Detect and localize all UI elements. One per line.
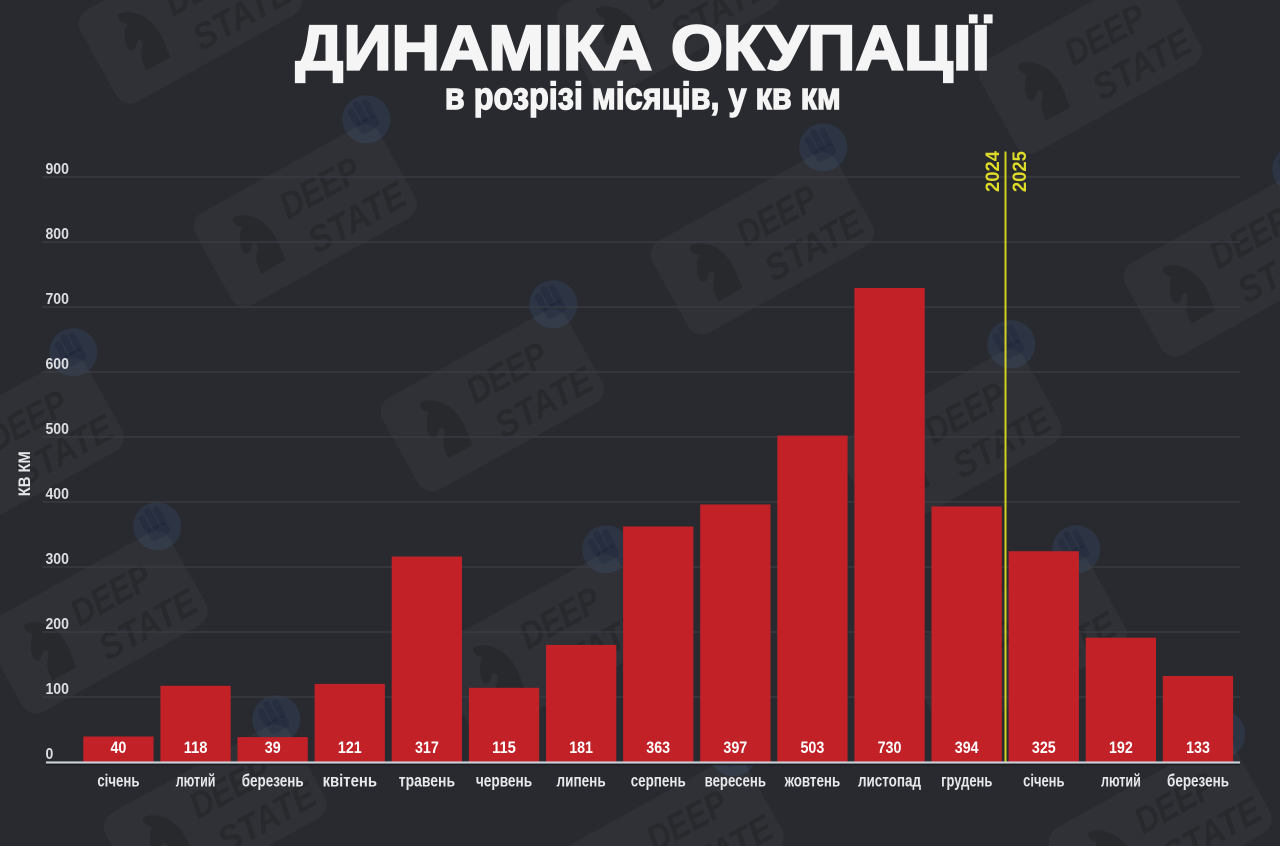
svg-text:503: 503 xyxy=(801,738,825,757)
svg-text:121: 121 xyxy=(338,738,362,757)
svg-text:325: 325 xyxy=(1032,738,1056,757)
svg-text:березень: березень xyxy=(1167,771,1229,791)
svg-text:квітень: квітень xyxy=(323,771,378,791)
svg-text:0: 0 xyxy=(46,746,54,763)
svg-text:397: 397 xyxy=(723,738,747,757)
svg-text:39: 39 xyxy=(265,738,281,757)
svg-text:грудень: грудень xyxy=(941,771,992,791)
svg-text:400: 400 xyxy=(46,486,69,503)
svg-text:березень: березень xyxy=(242,771,304,791)
svg-text:192: 192 xyxy=(1109,738,1133,757)
svg-text:500: 500 xyxy=(46,421,69,438)
svg-text:100: 100 xyxy=(46,681,69,698)
svg-text:листопад: листопад xyxy=(858,771,921,791)
svg-text:300: 300 xyxy=(46,551,69,568)
svg-text:червень: червень xyxy=(476,771,532,791)
svg-text:900: 900 xyxy=(46,161,69,178)
svg-text:181: 181 xyxy=(569,738,593,757)
svg-text:2024: 2024 xyxy=(983,151,1004,192)
svg-text:жовтень: жовтень xyxy=(784,771,841,791)
svg-text:317: 317 xyxy=(415,738,439,757)
svg-text:800: 800 xyxy=(46,226,69,243)
svg-text:травень: травень xyxy=(399,771,455,791)
svg-text:січень: січень xyxy=(97,771,139,791)
svg-text:в розрізі місяців, у кв км: в розрізі місяців, у кв км xyxy=(445,76,841,118)
svg-text:363: 363 xyxy=(646,738,670,757)
svg-text:лютий: лютий xyxy=(1101,771,1141,791)
svg-text:ДИНАМІКА ОКУПАЦІЇ: ДИНАМІКА ОКУПАЦІЇ xyxy=(296,14,992,84)
svg-text:2025: 2025 xyxy=(1010,151,1031,192)
svg-text:730: 730 xyxy=(878,738,902,757)
svg-text:вересень: вересень xyxy=(705,771,766,791)
svg-text:КВ КМ: КВ КМ xyxy=(15,451,34,496)
svg-text:40: 40 xyxy=(110,738,126,757)
svg-text:115: 115 xyxy=(492,738,516,757)
svg-text:394: 394 xyxy=(955,738,979,757)
svg-text:118: 118 xyxy=(184,738,208,757)
svg-text:700: 700 xyxy=(46,291,69,308)
svg-text:січень: січень xyxy=(1023,771,1064,791)
svg-text:600: 600 xyxy=(46,356,69,373)
svg-text:200: 200 xyxy=(46,616,69,633)
svg-text:133: 133 xyxy=(1186,738,1210,757)
svg-text:лютий: лютий xyxy=(176,771,216,791)
svg-text:серпень: серпень xyxy=(631,771,686,791)
svg-text:липень: липень xyxy=(557,771,606,791)
